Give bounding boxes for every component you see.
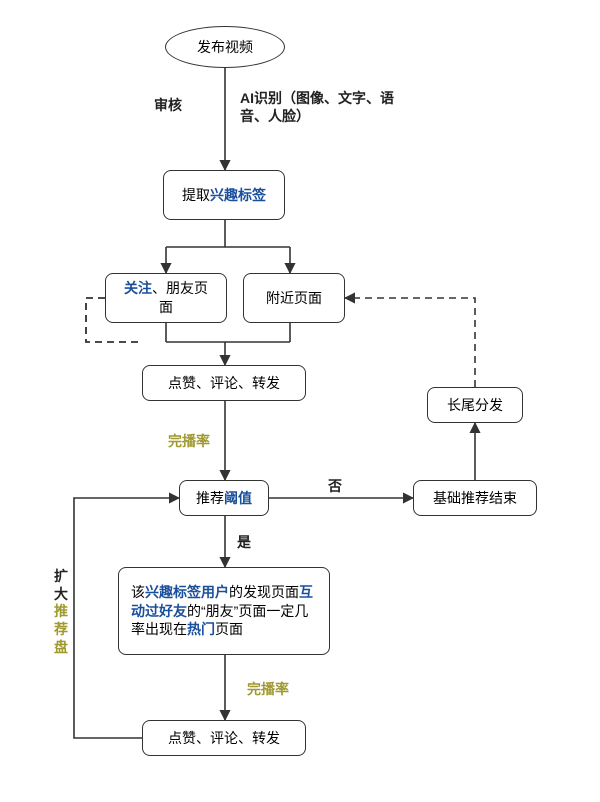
label-audit: 审核: [154, 96, 182, 114]
node-extract-text: 提取兴趣标签: [182, 186, 266, 205]
node-start-text: 发布视频: [197, 38, 253, 57]
node-engage2-text: 点赞、评论、转发: [168, 729, 280, 748]
label-expand1: 扩大: [54, 567, 70, 603]
label-yes: 是: [237, 533, 251, 551]
node-start: 发布视频: [165, 26, 285, 68]
label-ai: AI识别（图像、文字、语音、人脸）: [240, 89, 410, 125]
node-threshold: 推荐阈值: [179, 480, 269, 516]
label-expand2: 推荐盘: [54, 602, 70, 657]
edge-longtail-dash-nearby: [345, 298, 475, 387]
node-nearby-text: 附近页面: [266, 289, 322, 308]
node-threshold-text: 推荐阈值: [196, 489, 252, 508]
node-detail-text: 该兴趣标签用户的发现页面互动过好友的“朋友”页面一定几率出现在热门页面: [131, 583, 317, 640]
label-rate1: 完播率: [168, 432, 210, 450]
node-engage2: 点赞、评论、转发: [142, 720, 306, 756]
label-rate2: 完播率: [247, 680, 289, 698]
node-engage1: 点赞、评论、转发: [142, 365, 306, 401]
node-extract: 提取兴趣标签: [163, 170, 285, 220]
node-nearby: 附近页面: [243, 273, 345, 323]
node-engage1-text: 点赞、评论、转发: [168, 374, 280, 393]
node-longtail: 长尾分发: [427, 387, 523, 423]
node-base-end: 基础推荐结束: [413, 480, 537, 516]
node-follow: 关注、朋友页面: [105, 273, 227, 323]
node-detail: 该兴趣标签用户的发现页面互动过好友的“朋友”页面一定几率出现在热门页面: [118, 567, 330, 655]
label-no: 否: [328, 477, 342, 495]
node-follow-text: 关注、朋友页面: [124, 279, 208, 317]
node-longtail-text: 长尾分发: [447, 396, 503, 415]
node-base-end-text: 基础推荐结束: [433, 489, 517, 508]
